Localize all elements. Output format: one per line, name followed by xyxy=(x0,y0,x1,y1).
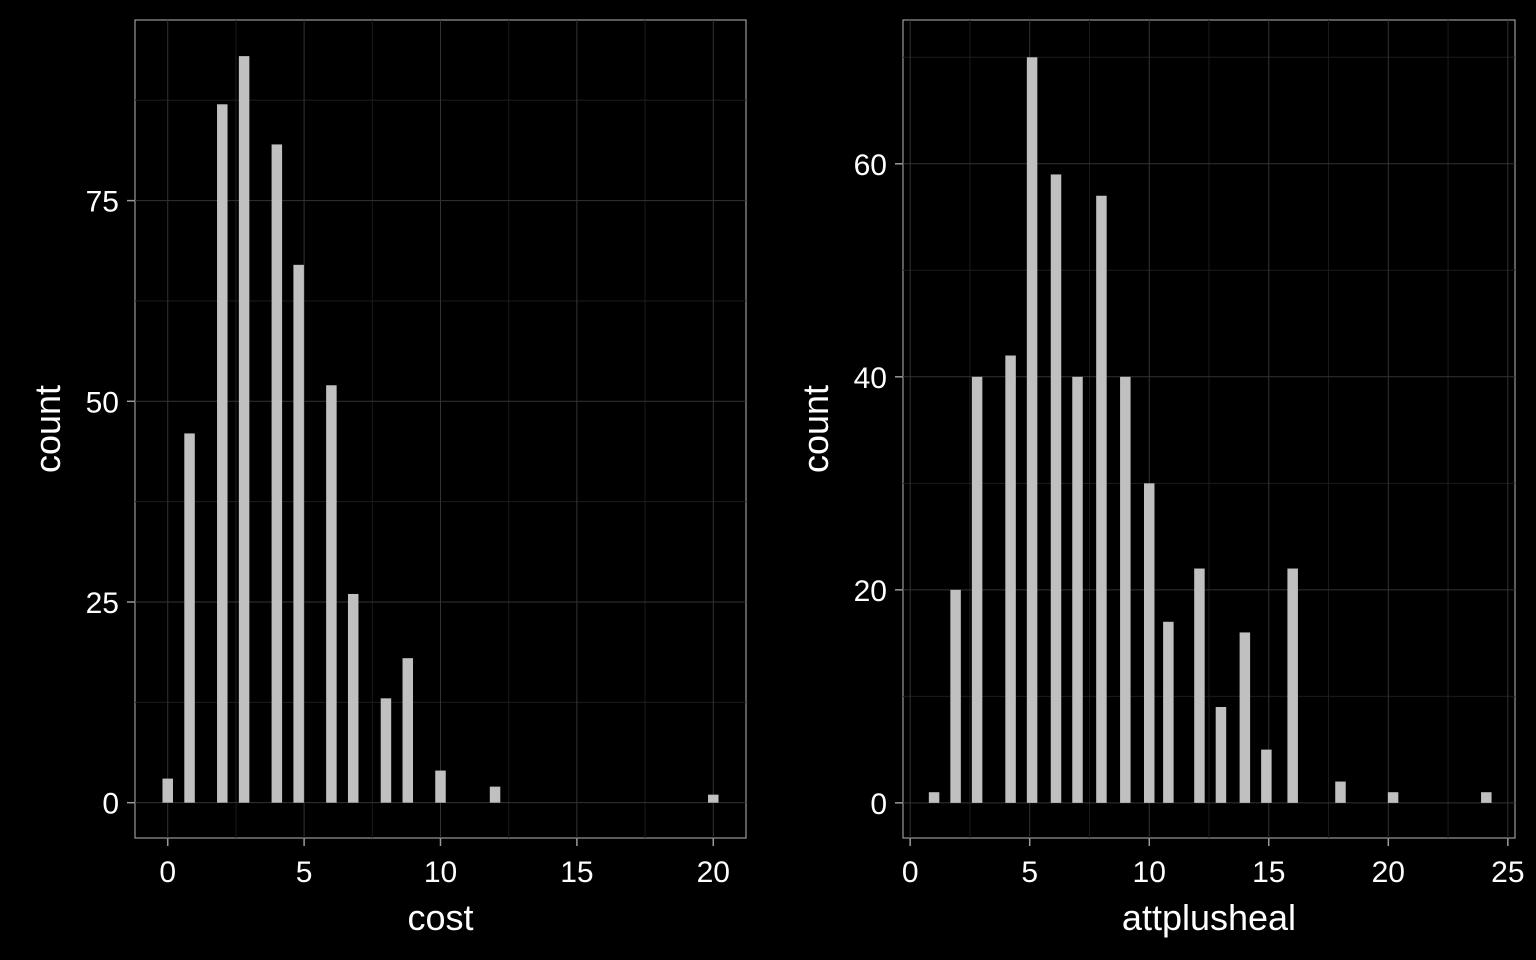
y-tick-label: 50 xyxy=(86,386,119,419)
histogram-bar xyxy=(489,786,501,803)
histogram-bar xyxy=(1120,376,1131,803)
x-tick-label: 20 xyxy=(1372,856,1405,889)
x-axis-title: attplusheal xyxy=(1122,897,1296,938)
histogram-bar xyxy=(1096,195,1107,803)
histogram-bar xyxy=(217,104,228,803)
x-tick-label: 5 xyxy=(296,856,313,889)
x-tick-label: 10 xyxy=(1133,856,1166,889)
y-tick-label: 0 xyxy=(102,788,119,821)
histogram-bar xyxy=(380,698,392,803)
x-tick-label: 0 xyxy=(902,856,919,889)
x-tick-label: 10 xyxy=(424,856,457,889)
x-tick-label: 25 xyxy=(1491,856,1524,889)
histogram-bar xyxy=(184,433,195,803)
histogram-bar xyxy=(162,778,173,803)
y-tick-label: 25 xyxy=(86,587,119,620)
y-tick-label: 40 xyxy=(854,362,887,395)
y-tick-label: 0 xyxy=(870,788,887,821)
x-tick-label: 0 xyxy=(159,856,176,889)
y-tick-label: 75 xyxy=(86,186,119,219)
histogram-bar xyxy=(971,376,983,803)
histogram-bar xyxy=(271,144,283,803)
histogram-bar xyxy=(293,264,304,803)
histogram-bar xyxy=(1005,355,1016,803)
histogram-bar xyxy=(1335,781,1346,803)
y-tick-label: 20 xyxy=(854,575,887,608)
histogram-bar xyxy=(950,589,961,803)
attplusheal-histogram-panel: 0 5 10 15 20 25 0 20 40 60 attplusheal count xyxy=(795,19,1525,938)
histogram-bar xyxy=(238,56,250,803)
histogram-bar xyxy=(1215,706,1227,803)
histogram-bar xyxy=(1239,632,1251,803)
histogram-bar xyxy=(1194,568,1205,803)
histogram-bar xyxy=(347,593,359,803)
histogram-bar xyxy=(1261,749,1272,803)
histogram-bar xyxy=(1072,376,1083,803)
histogram-bar xyxy=(1026,57,1038,803)
histogram-bar xyxy=(326,385,337,803)
histogram-bar xyxy=(1481,792,1492,803)
x-tick-label: 5 xyxy=(1021,856,1038,889)
histogram-bar xyxy=(1163,621,1174,803)
histogram-bar xyxy=(1387,792,1399,803)
histogram-bar xyxy=(402,658,414,803)
histogram-bar xyxy=(1050,174,1062,803)
histogram-bar xyxy=(708,794,719,803)
x-tick-label: 20 xyxy=(697,856,730,889)
y-axis-title: count xyxy=(795,385,836,473)
y-tick-label: 60 xyxy=(854,149,887,182)
y-axis-title: count xyxy=(27,385,68,473)
cost-histogram-panel: 0 5 10 15 20 0 25 50 75 cost count xyxy=(27,19,747,938)
x-axis-title: cost xyxy=(407,897,473,938)
histogram-bar xyxy=(435,770,446,803)
histogram-bar xyxy=(1287,568,1298,803)
histogram-bar xyxy=(1143,483,1155,803)
x-tick-label: 15 xyxy=(1252,856,1285,889)
histogram-bar xyxy=(928,792,940,803)
x-tick-label: 15 xyxy=(560,856,593,889)
